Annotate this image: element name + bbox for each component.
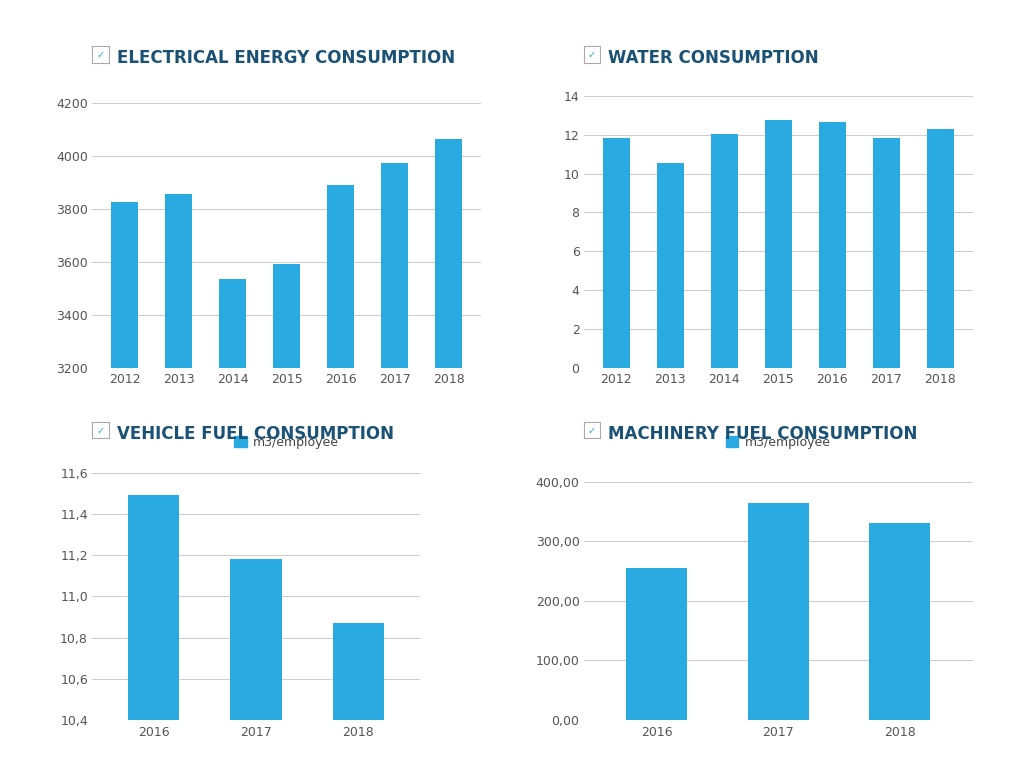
Bar (165, 195, 193, 766)
Bar (273, 264, 300, 766)
Legend: m3/employee: m3/employee (726, 436, 830, 449)
Bar (602, 138, 630, 368)
Bar (328, 185, 354, 766)
Bar (435, 139, 463, 766)
Bar (128, 496, 179, 766)
Bar (219, 279, 246, 766)
Bar (872, 138, 900, 368)
Text: ✓: ✓ (588, 51, 596, 61)
Text: ELECTRICAL ENERGY CONSUMPTION: ELECTRICAL ENERGY CONSUMPTION (117, 49, 455, 67)
Bar (927, 129, 954, 368)
Text: MACHINERY FUEL CONSUMPTION: MACHINERY FUEL CONSUMPTION (608, 424, 918, 443)
Bar (111, 202, 138, 766)
Legend: m3/employee: m3/employee (234, 436, 339, 449)
Bar (627, 568, 687, 720)
Text: VEHICLE FUEL CONSUMPTION: VEHICLE FUEL CONSUMPTION (117, 424, 394, 443)
Bar (711, 134, 737, 368)
Bar (765, 120, 792, 368)
Bar (230, 559, 282, 766)
Text: WATER CONSUMPTION: WATER CONSUMPTION (608, 49, 819, 67)
Bar (819, 123, 846, 368)
Bar (333, 623, 384, 766)
Text: ✓: ✓ (588, 426, 596, 436)
Text: ✓: ✓ (96, 51, 104, 61)
Bar (656, 163, 684, 368)
Bar (869, 523, 930, 720)
Bar (381, 162, 409, 766)
Bar (748, 502, 809, 720)
Text: ✓: ✓ (96, 426, 104, 436)
